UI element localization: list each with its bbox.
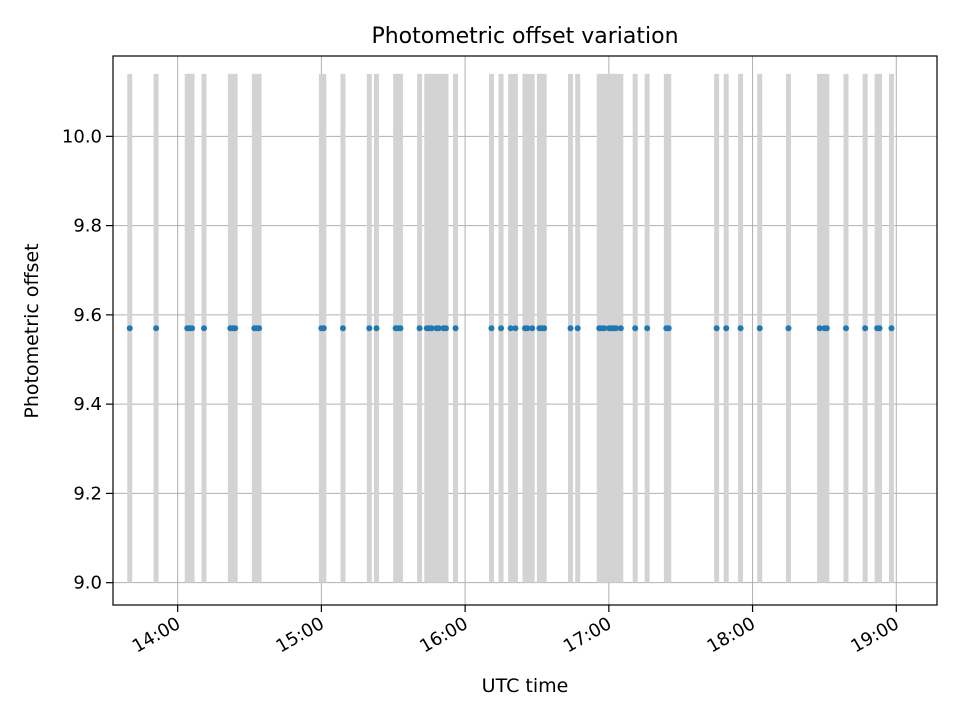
data-point	[816, 325, 823, 332]
y-tick-label: 9.0	[73, 573, 102, 594]
y-tick-label: 9.4	[73, 394, 102, 415]
data-point	[232, 325, 239, 332]
data-point	[842, 325, 849, 332]
data-point	[452, 325, 459, 332]
data-point	[488, 325, 495, 332]
data-point	[153, 325, 160, 332]
data-point	[366, 325, 373, 332]
data-point	[507, 325, 514, 332]
data-point	[862, 325, 869, 332]
data-point	[888, 325, 895, 332]
data-point	[876, 325, 883, 332]
y-tick-label: 10.0	[62, 126, 102, 147]
data-point	[613, 325, 620, 332]
data-point	[723, 325, 730, 332]
data-point	[435, 325, 442, 332]
x-axis-label: UTC time	[482, 675, 569, 697]
data-point	[644, 325, 651, 332]
data-point	[498, 325, 505, 332]
data-point	[785, 325, 792, 332]
data-point	[373, 325, 380, 332]
data-point	[256, 325, 263, 332]
y-tick-label: 9.8	[73, 216, 102, 237]
data-point	[756, 325, 763, 332]
y-tick-label: 9.6	[73, 305, 102, 326]
y-tick-label: 9.2	[73, 483, 102, 504]
data-point	[737, 325, 744, 332]
data-point	[126, 325, 133, 332]
chart-title: Photometric offset variation	[371, 24, 678, 49]
data-point	[601, 325, 608, 332]
y-axis-label: Photometric offset	[21, 243, 43, 418]
plot-frame	[112, 55, 938, 606]
data-point	[201, 325, 208, 332]
data-point	[442, 325, 449, 332]
data-point	[541, 325, 548, 332]
data-point	[823, 325, 830, 332]
data-point	[320, 325, 327, 332]
data-point	[189, 325, 196, 332]
data-point	[617, 325, 624, 332]
data-point	[632, 325, 639, 332]
data-point	[713, 325, 720, 332]
data-point	[339, 325, 346, 332]
data-point	[397, 325, 404, 332]
data-point	[574, 325, 581, 332]
data-point	[529, 325, 536, 332]
data-point	[567, 325, 574, 332]
data-point	[512, 325, 519, 332]
data-point	[416, 325, 423, 332]
data-point	[524, 325, 531, 332]
point-layer	[126, 325, 895, 332]
data-point	[665, 325, 672, 332]
data-point	[428, 325, 435, 332]
